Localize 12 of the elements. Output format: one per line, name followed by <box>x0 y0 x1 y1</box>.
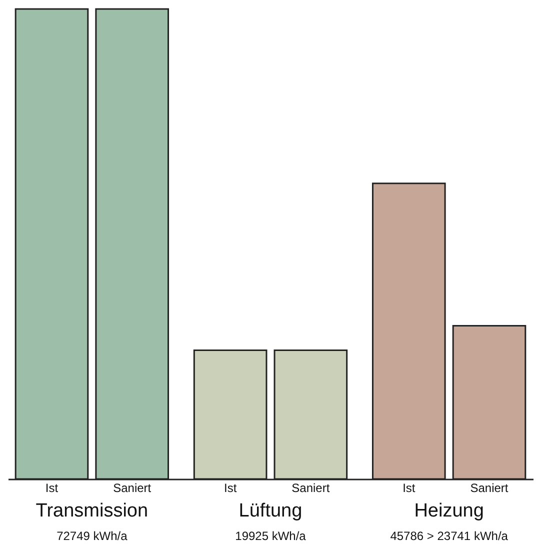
x-tick-label: Ist <box>45 481 59 495</box>
text: Lüftung <box>238 500 302 522</box>
x-tick-label: Saniert <box>292 481 330 495</box>
x-tick-label: Saniert <box>470 481 509 495</box>
text: 19925 kWh/a <box>235 529 306 543</box>
text: 45786 > 23741 kWh/a <box>390 529 508 543</box>
x-tick-label: Ist <box>402 481 416 495</box>
text: Transmission <box>36 500 148 522</box>
x-tick-label: Ist <box>224 481 238 495</box>
x-tick-label: Saniert <box>113 481 152 495</box>
text: 72749 kWh/a <box>56 529 128 543</box>
text: Heizung <box>414 500 484 522</box>
